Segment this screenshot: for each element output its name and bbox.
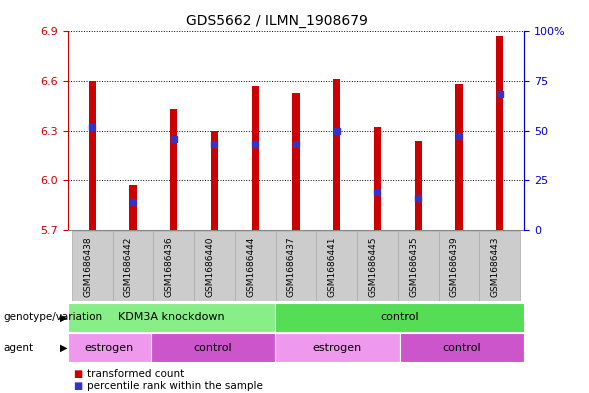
Text: GSM1686436: GSM1686436 <box>165 236 174 297</box>
Text: genotype/variation: genotype/variation <box>3 312 102 322</box>
Bar <box>496 37 504 230</box>
Text: percentile rank within the sample: percentile rank within the sample <box>87 381 263 391</box>
Bar <box>357 231 398 301</box>
Bar <box>398 231 439 301</box>
Bar <box>129 185 137 230</box>
Text: GDS5662 / ILMN_1908679: GDS5662 / ILMN_1908679 <box>186 14 368 28</box>
Text: transformed count: transformed count <box>87 369 184 379</box>
Bar <box>276 231 316 301</box>
Bar <box>479 231 520 301</box>
Text: agent: agent <box>3 343 33 353</box>
Bar <box>275 303 524 332</box>
Bar <box>72 231 112 301</box>
Bar <box>112 231 153 301</box>
Text: GSM1686440: GSM1686440 <box>206 236 214 297</box>
Bar <box>170 109 177 230</box>
Bar <box>333 79 340 230</box>
Bar <box>400 333 524 362</box>
Text: GSM1686439: GSM1686439 <box>450 236 459 297</box>
Bar <box>68 303 275 332</box>
Bar <box>151 333 275 362</box>
Bar <box>211 131 218 230</box>
Bar <box>316 231 357 301</box>
Text: GSM1686444: GSM1686444 <box>246 236 255 297</box>
Bar <box>235 231 276 301</box>
Text: control: control <box>380 312 419 322</box>
Bar <box>439 231 479 301</box>
Text: ▶: ▶ <box>60 312 67 322</box>
Text: GSM1686441: GSM1686441 <box>327 236 337 297</box>
Text: GSM1686442: GSM1686442 <box>124 236 133 297</box>
Text: GSM1686445: GSM1686445 <box>369 236 378 297</box>
Bar <box>275 333 400 362</box>
Text: GSM1686438: GSM1686438 <box>83 236 92 297</box>
Bar <box>292 93 300 230</box>
Text: ▶: ▶ <box>60 343 67 353</box>
Bar <box>68 333 151 362</box>
Text: GSM1686437: GSM1686437 <box>287 236 296 297</box>
Bar <box>153 231 194 301</box>
Bar <box>252 86 259 230</box>
Bar <box>455 84 463 230</box>
Bar <box>415 141 422 230</box>
Text: control: control <box>194 343 232 353</box>
Text: control: control <box>443 343 481 353</box>
Text: ■: ■ <box>74 381 83 391</box>
Text: estrogen: estrogen <box>313 343 362 353</box>
Text: GSM1686435: GSM1686435 <box>409 236 418 297</box>
Text: KDM3A knockdown: KDM3A knockdown <box>118 312 225 322</box>
Bar <box>88 81 96 230</box>
Bar <box>374 127 381 230</box>
Text: estrogen: estrogen <box>85 343 134 353</box>
Text: GSM1686443: GSM1686443 <box>491 236 499 297</box>
Bar <box>194 231 235 301</box>
Text: ■: ■ <box>74 369 83 379</box>
